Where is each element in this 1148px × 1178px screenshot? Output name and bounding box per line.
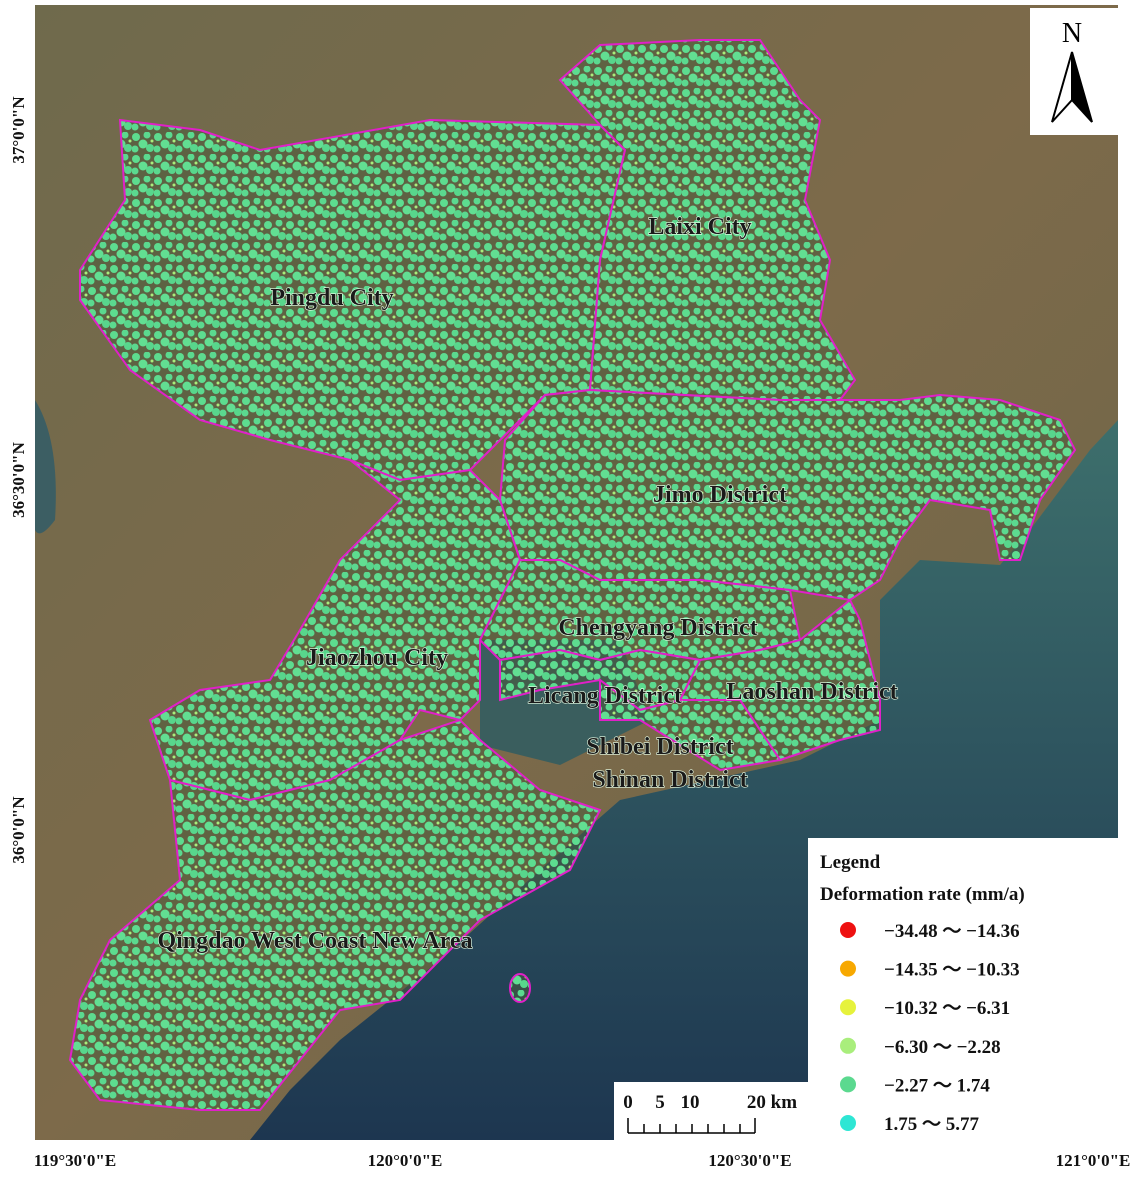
scale-bar <box>627 1118 756 1134</box>
legend-label: −10.32 ～ −6.31 <box>884 998 1010 1019</box>
district-label: Licang District <box>528 683 682 709</box>
latitude-label: 36°0'0"N <box>9 796 28 864</box>
longitude-label: 119°30'0"E <box>34 1151 116 1170</box>
legend-title: Legend <box>820 852 881 873</box>
district-label: Shibei District <box>586 734 733 760</box>
lake <box>35 400 56 534</box>
boundary <box>558 39 857 401</box>
legend-label: −2.27 ～ 1.74 <box>884 1075 990 1096</box>
island <box>509 973 531 1003</box>
north-label: N <box>1062 18 1082 49</box>
scale-label: 10 <box>681 1092 700 1113</box>
legend-symbol <box>840 922 856 938</box>
longitude-label: 120°0'0"E <box>368 1151 443 1170</box>
district-label: Shinan District <box>592 767 747 793</box>
legend-symbol <box>840 1076 856 1093</box>
district-label: Qingdao West Coast New Area <box>157 928 472 954</box>
district-label: Jimo District <box>653 482 787 508</box>
boundary <box>599 678 782 772</box>
longitude-label: 120°30'0"E <box>708 1151 791 1170</box>
district-label: Laoshan District <box>726 679 897 705</box>
longitude-label: 121°0'0"E <box>1056 1151 1131 1170</box>
district-label: Laixi City <box>648 214 751 240</box>
legend-subtitle: Deformation rate (mm/a) <box>820 884 1025 905</box>
legend-label: 1.75 ～ 5.77 <box>884 1114 980 1135</box>
district-label: Pingdu City <box>270 285 393 311</box>
boundary <box>68 718 602 1111</box>
scale-bar-box <box>614 1082 810 1140</box>
legend-box <box>808 838 1118 1140</box>
scale-label: 0 <box>623 1092 633 1113</box>
north-arrow <box>1071 51 1093 123</box>
legend-symbol <box>840 1115 856 1131</box>
district-boundaries <box>68 39 1077 1111</box>
legend-label: −34.48 ～ −14.36 <box>884 921 1020 942</box>
legend-symbol <box>840 960 856 977</box>
legend-label: −6.30 ～ −2.28 <box>884 1037 1001 1058</box>
legend-symbol <box>840 999 856 1016</box>
scale-label: 20 km <box>747 1092 797 1113</box>
legend-label: −14.35 ～ −10.33 <box>884 960 1020 981</box>
legend-symbol <box>840 1037 856 1054</box>
district-label: Chengyang District <box>558 615 757 641</box>
scale-label: 5 <box>655 1092 665 1113</box>
boundary <box>79 118 627 482</box>
latitude-label: 37°0'0"N <box>9 96 28 164</box>
district-label: Jiaozhou City <box>306 645 448 671</box>
latitude-label: 36°30'0"N <box>9 441 28 517</box>
